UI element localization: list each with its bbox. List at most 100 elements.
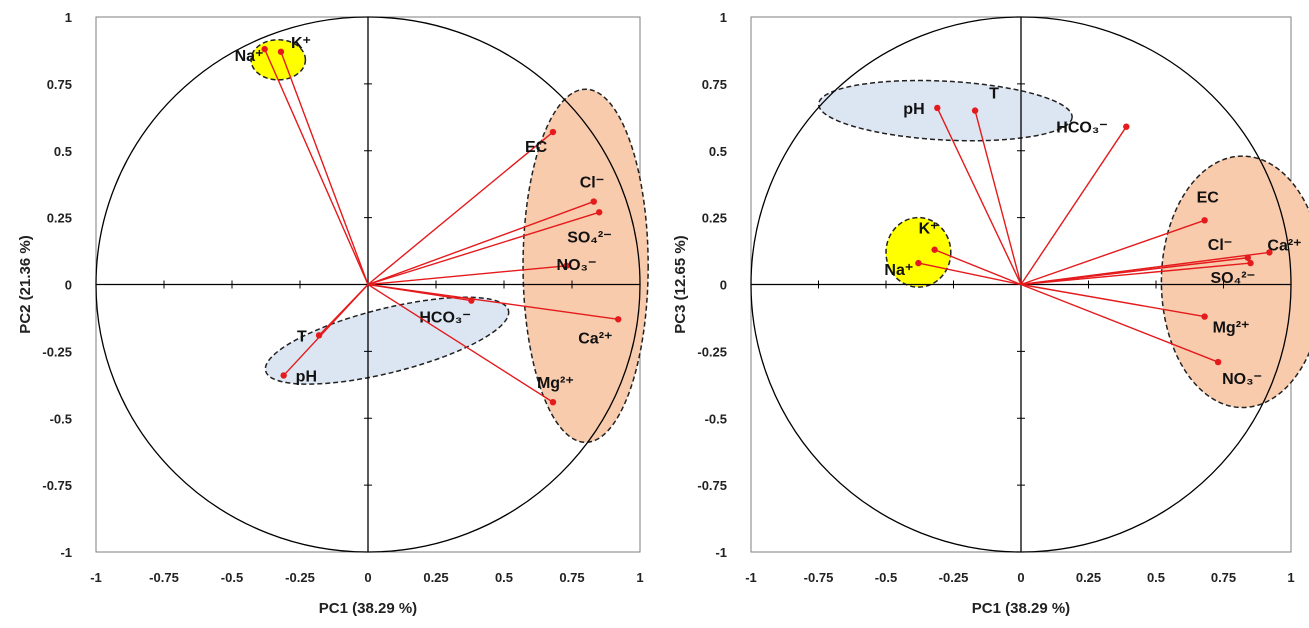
x-axis-title: PC1 (38.29 %) bbox=[319, 600, 417, 617]
loading-label: Cl⁻ bbox=[1208, 237, 1232, 254]
loading-point bbox=[934, 104, 941, 112]
loading-vector bbox=[283, 284, 369, 376]
loading-point bbox=[1266, 249, 1273, 256]
loading-label: HCO₃⁻ bbox=[419, 310, 470, 327]
loading-point bbox=[549, 399, 557, 406]
chart-panel-2: -1 -0.75 -0.5 -0.25 0 0.25 0.5 0.75 1 1 0.75 0.5 0.2… bbox=[672, 10, 1309, 617]
loading-point bbox=[971, 107, 979, 114]
loading-label: pH bbox=[296, 368, 317, 385]
y-tick-label: -0.25 bbox=[42, 344, 72, 359]
y-tick-label: 0.25 bbox=[47, 211, 72, 226]
loading-label: HCO₃⁻ bbox=[1056, 120, 1107, 137]
loading-vector bbox=[367, 200, 595, 286]
loading-point bbox=[315, 332, 323, 339]
y-tick-label: -0.25 bbox=[697, 344, 727, 359]
loading-vector bbox=[1020, 283, 1219, 363]
loading-label: EC bbox=[525, 139, 548, 156]
loading-vector bbox=[936, 107, 1022, 285]
loading-point bbox=[549, 128, 557, 136]
y-tick-label: 0.5 bbox=[709, 144, 727, 159]
loading-label: SO₄²⁻ bbox=[567, 229, 612, 246]
x-tick-label: 1 bbox=[1287, 570, 1294, 585]
loading-point bbox=[615, 316, 622, 323]
x-tick-label: -0.25 bbox=[285, 570, 315, 585]
loading-label: EC bbox=[1197, 189, 1220, 206]
y-tick-label: -1 bbox=[60, 545, 72, 560]
loading-point bbox=[1214, 358, 1222, 366]
x-tick-label: 0.75 bbox=[1211, 570, 1236, 585]
loading-label: NO₃⁻ bbox=[557, 257, 597, 274]
loading-point bbox=[261, 45, 268, 53]
loading-vector bbox=[280, 51, 369, 285]
orange-group-ellipse bbox=[1160, 155, 1309, 409]
x-tick-label: -0.75 bbox=[149, 570, 179, 585]
x-tick-label: -1 bbox=[90, 570, 102, 585]
blue-group-ellipse bbox=[264, 296, 510, 385]
loading-vector bbox=[367, 131, 554, 286]
loading-point bbox=[931, 246, 938, 253]
loading-label: Ca²⁺ bbox=[578, 330, 612, 347]
x-axis-title: PC1 (38.29 %) bbox=[972, 600, 1070, 617]
x-tick-label: -1 bbox=[745, 570, 757, 585]
loading-label: Cl⁻ bbox=[580, 175, 604, 192]
loading-point bbox=[915, 259, 922, 267]
yellow-group-ellipse bbox=[885, 216, 952, 288]
y-tick-label: 0.75 bbox=[702, 77, 727, 92]
x-tick-label: 0.5 bbox=[1147, 570, 1165, 585]
loading-vector bbox=[1020, 251, 1270, 286]
loading-label: T bbox=[989, 86, 999, 103]
loading-point bbox=[280, 372, 287, 379]
x-tick-label: -0.5 bbox=[875, 570, 897, 585]
y-tick-label: 1 bbox=[65, 10, 72, 25]
y-tick-label: 0.5 bbox=[54, 144, 72, 159]
loading-point bbox=[596, 209, 603, 216]
y-tick-label: -0.75 bbox=[42, 478, 72, 493]
loading-label: Ca²⁺ bbox=[1267, 237, 1301, 254]
y-tick-label: -0.5 bbox=[705, 411, 727, 426]
loading-label: T bbox=[297, 328, 307, 345]
x-tick-label: -0.25 bbox=[939, 570, 969, 585]
loading-vector bbox=[1020, 283, 1205, 318]
x-tick-label: 0.25 bbox=[1076, 570, 1101, 585]
loading-vector bbox=[934, 249, 1022, 286]
chart-panel-1: -1 -0.75 -0.5 -0.25 0 0.25 0.5 0.75 1 1 0.75 0.5 0.2… bbox=[17, 10, 649, 617]
y-axis-title: PC3 (12.65 %) bbox=[672, 235, 689, 333]
loading-vector bbox=[263, 48, 369, 285]
loading-label: SO₄²⁻ bbox=[1211, 270, 1256, 287]
y-tick-label: -0.5 bbox=[50, 411, 72, 426]
loading-point bbox=[277, 48, 285, 55]
loading-vector bbox=[1020, 262, 1251, 286]
loading-label: K⁺ bbox=[291, 35, 311, 52]
loading-label: K⁺ bbox=[919, 221, 939, 238]
loading-vector bbox=[1020, 219, 1205, 286]
x-tick-label: 0.25 bbox=[423, 570, 448, 585]
x-tick-label: 0.75 bbox=[559, 570, 584, 585]
loading-label: Na⁺ bbox=[235, 48, 264, 65]
x-tick-label: 1 bbox=[636, 570, 643, 585]
loading-point bbox=[1201, 217, 1208, 224]
y-tick-label: -1 bbox=[715, 545, 727, 560]
loading-label: Na⁺ bbox=[884, 262, 913, 279]
x-tick-label: -0.75 bbox=[804, 570, 834, 585]
blue-group-ellipse bbox=[817, 79, 1073, 142]
loading-label: Mg²⁺ bbox=[537, 375, 574, 392]
loading-vector bbox=[1020, 126, 1127, 285]
y-axis-title: PC2 (21.36 %) bbox=[17, 235, 34, 333]
y-tick-label: 0.75 bbox=[47, 77, 72, 92]
y-tick-label: 0 bbox=[720, 278, 727, 293]
x-tick-label: -0.5 bbox=[221, 570, 243, 585]
y-tick-label: 1 bbox=[720, 10, 727, 25]
loading-vector bbox=[367, 283, 554, 403]
loading-point bbox=[1244, 254, 1252, 261]
x-tick-label: 0 bbox=[364, 570, 371, 585]
y-tick-label: -0.75 bbox=[697, 478, 727, 493]
loading-vector bbox=[974, 110, 1022, 285]
x-tick-label: 0.5 bbox=[495, 570, 513, 585]
loading-point bbox=[1123, 123, 1130, 130]
loading-point bbox=[1247, 259, 1254, 267]
loading-point bbox=[563, 262, 570, 269]
loading-vector bbox=[367, 283, 619, 320]
y-tick-label: 0.25 bbox=[702, 211, 727, 226]
